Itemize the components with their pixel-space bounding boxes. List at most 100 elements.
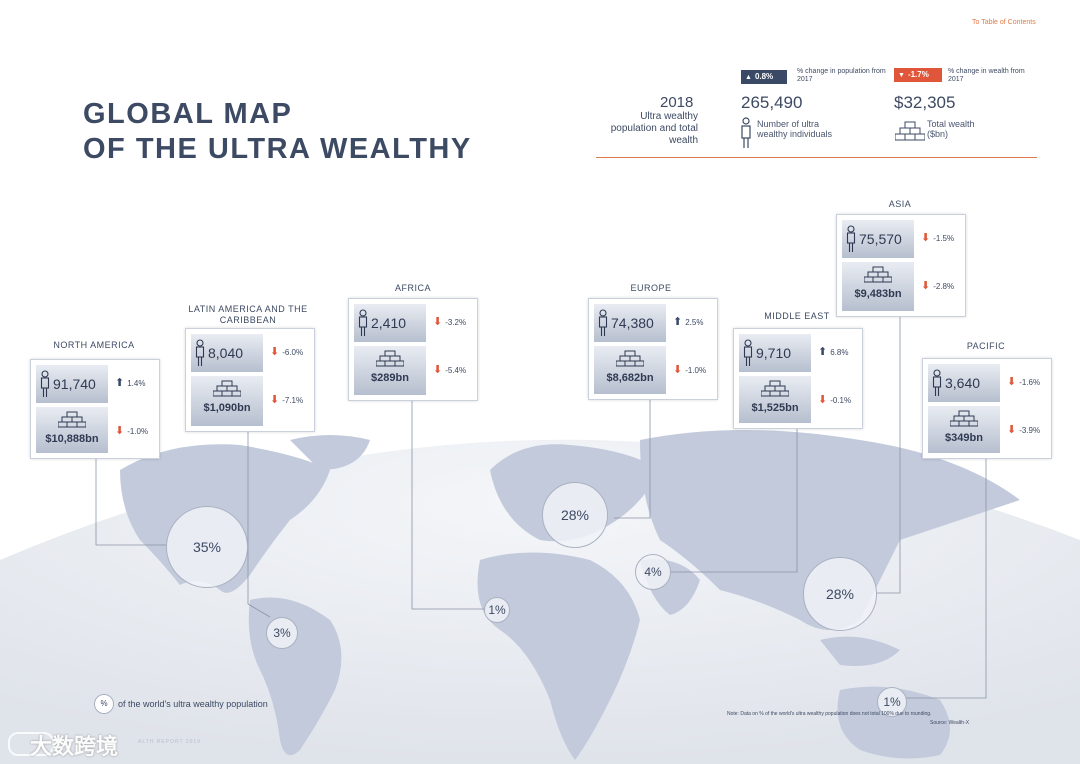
title-line-1: GLOBAL MAP: [83, 98, 293, 130]
report-footer: ALTH REPORT 2019: [138, 739, 201, 745]
population-share-pacific: 1%: [877, 687, 907, 717]
person-icon: [932, 369, 942, 402]
population-share-europe: 28%: [542, 482, 608, 548]
gold-bars-icon: [212, 380, 242, 403]
population-change-value: -1.6%: [1019, 378, 1041, 387]
population-change: ⬇ -1.6%: [1007, 375, 1040, 388]
gold-bars-icon: [615, 350, 645, 373]
wealth-cell: $289bn: [354, 346, 426, 395]
region-card-africa: 2,410 ⬇ -3.2% $289bn ⬇ -5.4%: [348, 298, 478, 401]
population-change: ⬆ 2.5%: [673, 315, 703, 328]
arrow-down-icon: ⬇: [921, 232, 931, 244]
population-share-africa: 1%: [484, 597, 510, 623]
wealth-change-badge: ▼ -1.7%: [894, 68, 942, 82]
population-change-value: 6.8%: [830, 348, 849, 357]
region-wealth: $1,090bn: [203, 402, 251, 414]
wealth-change-value: -5.4%: [445, 366, 467, 375]
wealth-cell: $1,525bn: [739, 376, 811, 423]
population-label: Number of ultra wealthy individuals: [757, 119, 833, 139]
arrow-up-icon: ⬆: [818, 346, 828, 358]
population-change-value: 1.4%: [127, 379, 146, 388]
region-population: 74,380: [611, 315, 654, 331]
population-change-value: -6.0%: [282, 348, 304, 357]
region-population: 91,740: [53, 376, 96, 392]
summary-year: 2018: [660, 94, 694, 111]
wealth-cell: $349bn: [928, 406, 1000, 453]
person-icon: [358, 309, 368, 342]
population-cell: 8,040: [191, 334, 263, 372]
wealth-cell: $9,483bn: [842, 262, 914, 311]
connector-north-america: [95, 457, 166, 546]
wealth-change: ⬇ -2.8%: [921, 279, 954, 292]
population-cell: 9,710: [739, 334, 811, 372]
footnote: Note: Data on % of the world's ultra wea…: [727, 711, 932, 717]
region-population: 3,640: [945, 375, 981, 391]
wealth-change: ⬇ -1.0%: [115, 424, 148, 437]
gold-bars-icon: [863, 266, 893, 289]
arrow-up-icon: ▲: [745, 74, 752, 81]
land-asia: [640, 430, 1020, 630]
population-share-north-america: 35%: [166, 506, 248, 588]
population-change-value: -1.5%: [933, 234, 955, 243]
arrow-down-icon: ⬇: [433, 316, 443, 328]
gold-bars-icon: [949, 410, 979, 433]
region-card-pacific: 3,640 ⬇ -1.6% $349bn ⬇ -3.9%: [922, 358, 1052, 459]
wealth-change-value: -2.8%: [933, 282, 955, 291]
wealth-cell: $1,090bn: [191, 376, 263, 426]
wealth-change: ⬇ -7.1%: [270, 393, 303, 406]
connector-africa: [411, 399, 484, 610]
population-cell: 91,740: [36, 365, 108, 403]
arrow-down-icon: ⬇: [115, 425, 125, 437]
wealth-change-value: -7.1%: [282, 396, 304, 405]
wealth-change-value: -1.7%: [907, 70, 929, 79]
person-icon: [741, 117, 751, 148]
wealth-change-value: -3.9%: [1019, 426, 1041, 435]
arrow-down-icon: ⬇: [818, 394, 828, 406]
population-change: ⬇ -1.5%: [921, 231, 954, 244]
region-wealth: $349bn: [945, 432, 983, 444]
region-wealth: $10,888bn: [45, 433, 99, 445]
table-of-contents-link[interactable]: To Table of Contents: [972, 19, 1036, 26]
legend-text: of the world's ultra wealthy population: [118, 699, 268, 709]
connector-asia: [876, 315, 901, 594]
population-change-value: 2.5%: [685, 318, 704, 327]
population-change-label: % change in population from 2017: [797, 68, 886, 83]
region-name-middle-east: MIDDLE EAST: [764, 311, 830, 321]
arrow-down-icon: ▼: [898, 72, 905, 79]
connector-pacific: [906, 457, 987, 699]
wealth-cell: $8,682bn: [594, 346, 666, 394]
watermark: 大数跨境: [30, 734, 119, 759]
person-icon: [195, 339, 205, 372]
gold-bars-icon: [57, 411, 87, 434]
land-greenland: [290, 435, 370, 470]
region-wealth: $289bn: [371, 372, 409, 384]
gold-bars-icon: [375, 350, 405, 373]
arrow-down-icon: ⬇: [270, 346, 280, 358]
region-card-europe: 74,380 ⬆ 2.5% $8,682bn ⬇ -1.0%: [588, 298, 718, 400]
summary-population: 265,490: [741, 93, 803, 112]
person-icon: [743, 339, 753, 372]
population-change: ⬆ 6.8%: [818, 345, 848, 358]
connector-middle-east: [668, 427, 798, 573]
person-icon: [40, 370, 50, 403]
population-change: ⬆ 1.4%: [115, 376, 145, 389]
population-share-middle-east: 4%: [635, 554, 671, 590]
region-name-north-america: NORTH AMERICA: [53, 340, 135, 350]
summary-wealth: $32,305: [894, 93, 956, 112]
person-icon: [846, 225, 856, 258]
population-change: ⬇ -3.2%: [433, 315, 466, 328]
population-change-value: 0.8%: [754, 72, 774, 81]
wealth-change-value: -1.0%: [685, 366, 707, 375]
gold-bars-icon: [760, 380, 790, 403]
population-cell: 74,380: [594, 304, 666, 342]
region-population: 9,710: [756, 345, 792, 361]
population-cell: 2,410: [354, 304, 426, 342]
title-line-2: OF THE ULTRA WEALTHY: [83, 133, 472, 165]
watermark-logo: [8, 732, 54, 756]
arrow-down-icon: ⬇: [673, 364, 683, 376]
wealth-change: ⬇ -3.9%: [1007, 423, 1040, 436]
wealth-change: ⬇ -5.4%: [433, 363, 466, 376]
wealth-label: Total wealth ($bn): [927, 119, 975, 139]
land-australia: [837, 686, 950, 759]
